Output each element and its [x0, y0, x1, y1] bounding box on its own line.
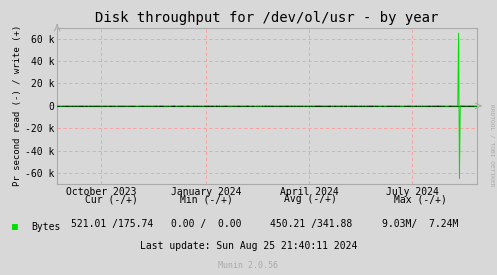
- Text: Avg (-/+): Avg (-/+): [284, 194, 337, 204]
- Text: 450.21 /341.88: 450.21 /341.88: [269, 219, 352, 229]
- Text: 0.00 /  0.00: 0.00 / 0.00: [171, 219, 242, 229]
- Text: Bytes: Bytes: [31, 222, 60, 232]
- Text: Cur (-/+): Cur (-/+): [85, 194, 138, 204]
- Text: Last update: Sun Aug 25 21:40:11 2024: Last update: Sun Aug 25 21:40:11 2024: [140, 241, 357, 251]
- Text: Min (-/+): Min (-/+): [180, 194, 233, 204]
- Y-axis label: Pr second read (-) / write (+): Pr second read (-) / write (+): [13, 25, 22, 186]
- Text: 521.01 /175.74: 521.01 /175.74: [71, 219, 153, 229]
- Text: 9.03M/  7.24M: 9.03M/ 7.24M: [382, 219, 458, 229]
- Text: Munin 2.0.56: Munin 2.0.56: [219, 261, 278, 270]
- Title: Disk throughput for /dev/ol/usr - by year: Disk throughput for /dev/ol/usr - by yea…: [95, 11, 439, 25]
- Text: Max (-/+): Max (-/+): [394, 194, 446, 204]
- Text: RRDTOOL / TOBI OETIKER: RRDTOOL / TOBI OETIKER: [490, 104, 495, 187]
- Text: ■: ■: [12, 222, 18, 232]
